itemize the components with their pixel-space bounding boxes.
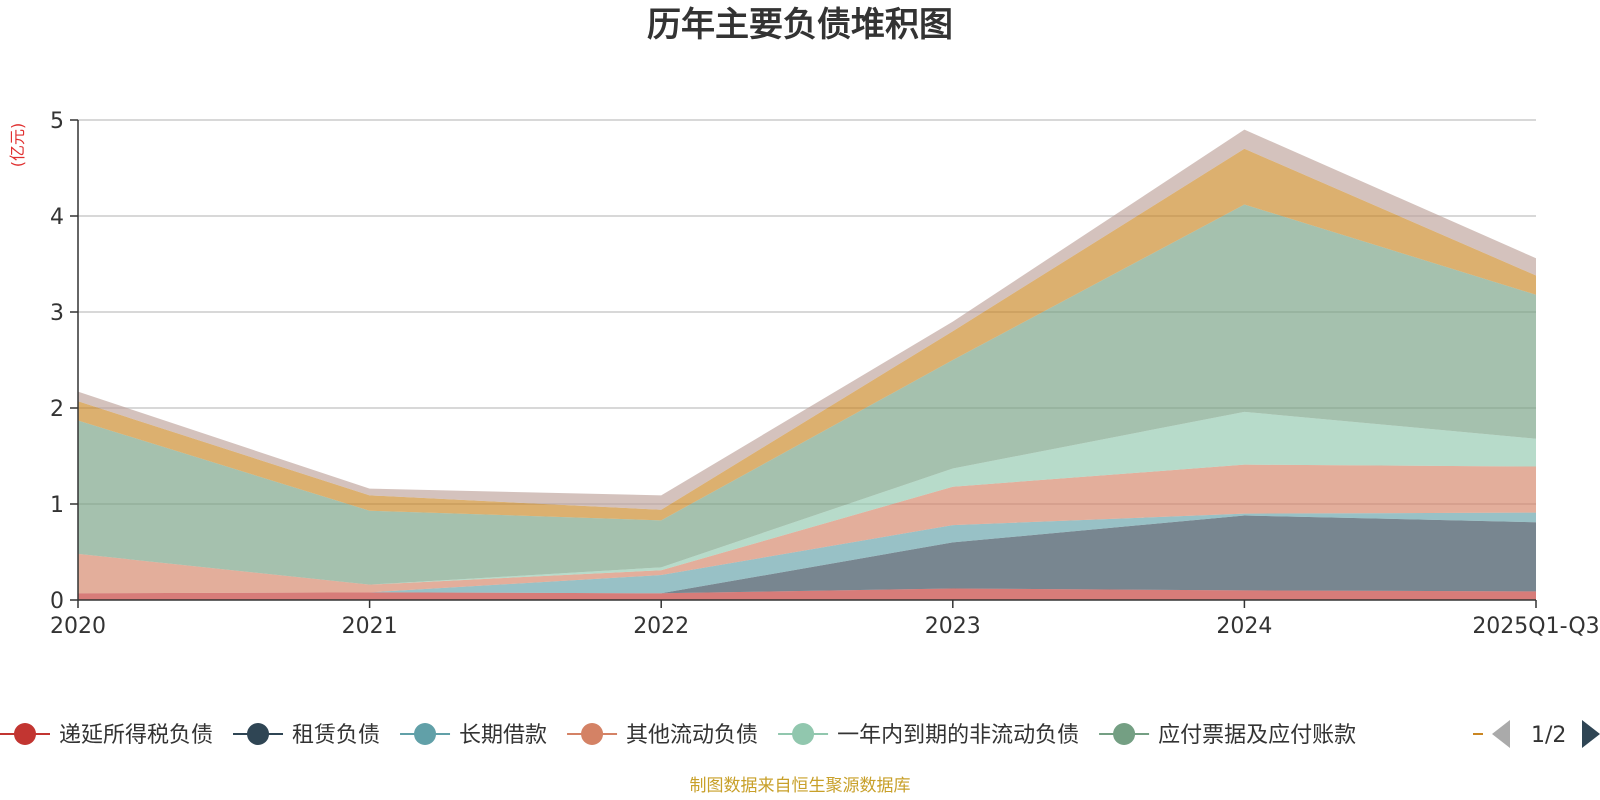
- y-tick-label: 3: [50, 301, 64, 326]
- y-tick-label: 4: [50, 205, 64, 230]
- x-tick-label: 2020: [50, 614, 106, 639]
- legend-item[interactable]: 租赁负债: [233, 723, 380, 748]
- legend-label: 递延所得税负债: [59, 723, 213, 748]
- legend-circle-icon: [792, 723, 815, 745]
- x-tick-label: 2023: [925, 614, 981, 639]
- legend: 递延所得税负债 租赁负债 长期借款 其他流动负债 一年内到期的非流动负债 应付票据及应付账…: [0, 720, 1600, 748]
- legend-item[interactable]: 递延所得税负债: [0, 723, 213, 748]
- legend-item[interactable]: 其他流动负债: [567, 723, 758, 748]
- y-tick-label: 1: [50, 493, 64, 518]
- x-tick-label: 2022: [633, 614, 689, 639]
- legend-circle-icon: [414, 723, 437, 745]
- legend-circle-icon: [1113, 723, 1136, 745]
- legend-label: 长期借款: [459, 723, 547, 748]
- series-area: [78, 464, 1536, 594]
- data-source-note: 制图数据来自恒生聚源数据库: [690, 776, 911, 796]
- legend-circle-icon: [581, 723, 604, 745]
- series-area: [78, 148, 1536, 521]
- legend-item[interactable]: 应付票据及应付账款: [1099, 723, 1356, 748]
- legend-label: 应付票据及应付账款: [1158, 723, 1356, 748]
- x-tick-label: 2021: [342, 614, 398, 639]
- legend-page-indicator: 1/2: [1531, 723, 1566, 748]
- series-area: [78, 515, 1536, 594]
- y-axis-unit: (亿元): [8, 123, 27, 168]
- axes: 0 1 2 3 4 5 2020 2021 2022 2023 2024 2025Q1-Q3: [50, 109, 1600, 639]
- x-tick-label: 2025Q1-Q3: [1472, 614, 1599, 639]
- series-area: [78, 588, 1536, 600]
- legend-label: 租赁负债: [292, 723, 380, 748]
- series-area: [78, 512, 1536, 594]
- legend-item[interactable]: 一年内到期的非流动负债: [778, 723, 1079, 748]
- y-tick-label: 0: [50, 589, 64, 614]
- series-area: [78, 411, 1536, 585]
- legend-label: 其他流动负债: [626, 723, 758, 748]
- legend-circle-icon: [14, 723, 36, 745]
- legend-next-icon[interactable]: [1582, 720, 1600, 748]
- chart-title: 历年主要负债堆积图: [647, 5, 953, 45]
- legend-circle-icon: [247, 723, 270, 745]
- y-tick-label: 2: [50, 397, 64, 422]
- y-tick-label: 5: [50, 109, 64, 134]
- legend-item[interactable]: 长期借款: [400, 723, 547, 748]
- legend-prev-icon[interactable]: [1492, 720, 1510, 748]
- series-area: [78, 204, 1536, 585]
- legend-label: 一年内到期的非流动负债: [837, 723, 1079, 748]
- area-series: [78, 129, 1536, 600]
- x-tick-label: 2024: [1216, 614, 1272, 639]
